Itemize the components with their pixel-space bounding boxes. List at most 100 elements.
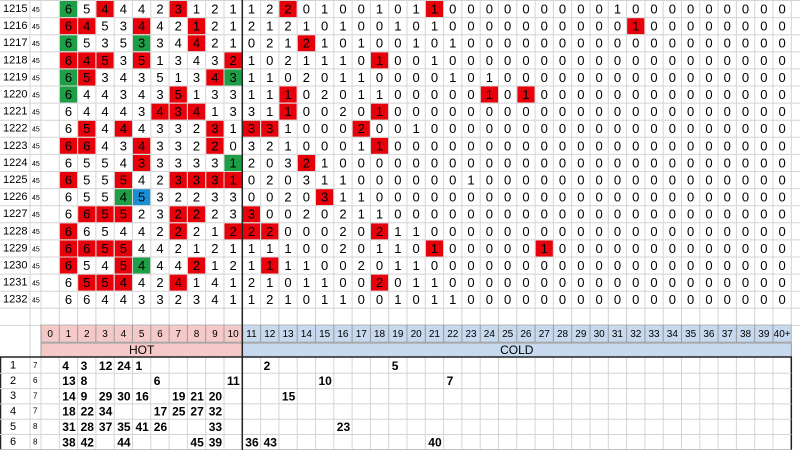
cell-value: 0 xyxy=(431,207,438,222)
cell-value: 0 xyxy=(321,70,328,85)
cell-value: 0 xyxy=(413,70,420,85)
cell-value: 0 xyxy=(669,87,676,102)
cell-fill xyxy=(96,274,114,291)
row-id: 1226 xyxy=(3,191,27,203)
cell-value: 0 xyxy=(669,241,676,256)
cell-value: 2 xyxy=(230,258,237,273)
cell-value: 0 xyxy=(687,19,694,34)
cell-value: 1 xyxy=(449,292,456,307)
cell-value: 0 xyxy=(358,172,365,187)
cell-value: 0 xyxy=(760,104,767,119)
cell-value: 1 xyxy=(413,275,420,290)
cell-value: 1 xyxy=(449,36,456,51)
cell-value: 1 xyxy=(394,19,401,34)
cell-value: 2 xyxy=(193,258,200,273)
cell-value: 1 xyxy=(193,241,200,256)
row-id: 1231 xyxy=(3,277,27,289)
cell-value: 3 xyxy=(138,155,145,170)
cell-value: 0 xyxy=(632,207,639,222)
cell-value: 0 xyxy=(596,155,603,170)
cell-value: 6 xyxy=(65,207,72,222)
cell-value: 1 xyxy=(376,207,383,222)
cell-value: 0 xyxy=(358,104,365,119)
cell-value: 0 xyxy=(596,207,603,222)
cell-value: 0 xyxy=(669,53,676,68)
cell-value: 3 xyxy=(211,155,218,170)
cell-value: 0 xyxy=(486,172,493,187)
bottom-value: 29 xyxy=(99,389,113,403)
cell-value: 0 xyxy=(705,19,712,34)
cell-value: 2 xyxy=(211,207,218,222)
cell-value: 4 xyxy=(120,104,127,119)
cell-value: 4 xyxy=(193,53,200,68)
cell-value: 4 xyxy=(193,36,200,51)
cell-fill xyxy=(78,137,96,154)
cell-value: 0 xyxy=(724,36,731,51)
cell-value: 0 xyxy=(431,138,438,153)
cell-value: 4 xyxy=(175,275,182,290)
cell-value: 1 xyxy=(211,104,218,119)
cell-value: 1 xyxy=(248,292,255,307)
cell-value: 0 xyxy=(321,104,328,119)
cell-fill xyxy=(59,18,78,35)
cell-value: 0 xyxy=(559,138,566,153)
cell-value: 0 xyxy=(321,258,328,273)
cell-value: 0 xyxy=(431,155,438,170)
cell-value: 0 xyxy=(577,292,584,307)
cell-value: 1 xyxy=(230,1,237,16)
cell-value: 4 xyxy=(101,258,108,273)
cell-value: 0 xyxy=(431,121,438,136)
cell-fill xyxy=(517,86,535,103)
cell-value: 0 xyxy=(614,241,621,256)
cell-value: 0 xyxy=(541,292,548,307)
cell-value: 6 xyxy=(83,207,90,222)
cell-value: 0 xyxy=(687,104,694,119)
cell-value: 4 xyxy=(138,224,145,239)
cell-value: 1 xyxy=(303,275,310,290)
row-sub: 45 xyxy=(32,263,40,270)
cell-value: 4 xyxy=(101,1,108,16)
cell-value: 0 xyxy=(632,292,639,307)
cell-value: 0 xyxy=(467,155,474,170)
cell-value: 1 xyxy=(321,36,328,51)
cell-fill xyxy=(169,274,187,291)
bottom-value: 14 xyxy=(62,389,76,403)
cell-value: 2 xyxy=(358,258,365,273)
cell-value: 0 xyxy=(742,87,749,102)
cell-value: 0 xyxy=(303,241,310,256)
cell-value: 0 xyxy=(486,241,493,256)
cell-fill xyxy=(425,240,444,257)
cell-value: 1 xyxy=(339,70,346,85)
cell-value: 0 xyxy=(321,138,328,153)
cell-value: 4 xyxy=(138,138,145,153)
cell-value: 0 xyxy=(705,121,712,136)
cell-value: 0 xyxy=(742,292,749,307)
cell-value: 0 xyxy=(486,121,493,136)
cell-fill xyxy=(370,223,389,240)
cell-value: 3 xyxy=(120,53,127,68)
column-header: 5 xyxy=(139,329,145,340)
cell-value: 0 xyxy=(486,138,493,153)
cell-value: 1 xyxy=(266,241,273,256)
cell-value: 2 xyxy=(211,138,218,153)
cell-value: 0 xyxy=(394,53,401,68)
cell-fill xyxy=(133,18,151,35)
cell-fill xyxy=(279,86,297,103)
cell-value: 0 xyxy=(760,172,767,187)
cell-value: 0 xyxy=(596,138,603,153)
cell-value: 0 xyxy=(449,190,456,205)
cell-value: 0 xyxy=(486,53,493,68)
cell-value: 0 xyxy=(596,258,603,273)
cell-value: 0 xyxy=(724,207,731,222)
row-sub: 45 xyxy=(32,75,40,82)
cell-value: 0 xyxy=(724,172,731,187)
cell-value: 0 xyxy=(413,138,420,153)
cell-value: 0 xyxy=(632,155,639,170)
cell-value: 0 xyxy=(339,36,346,51)
cell-value: 0 xyxy=(449,53,456,68)
cell-value: 4 xyxy=(120,121,127,136)
cell-value: 0 xyxy=(504,172,511,187)
cell-value: 0 xyxy=(248,172,255,187)
cell-fill xyxy=(59,52,78,69)
cell-value: 1 xyxy=(230,19,237,34)
